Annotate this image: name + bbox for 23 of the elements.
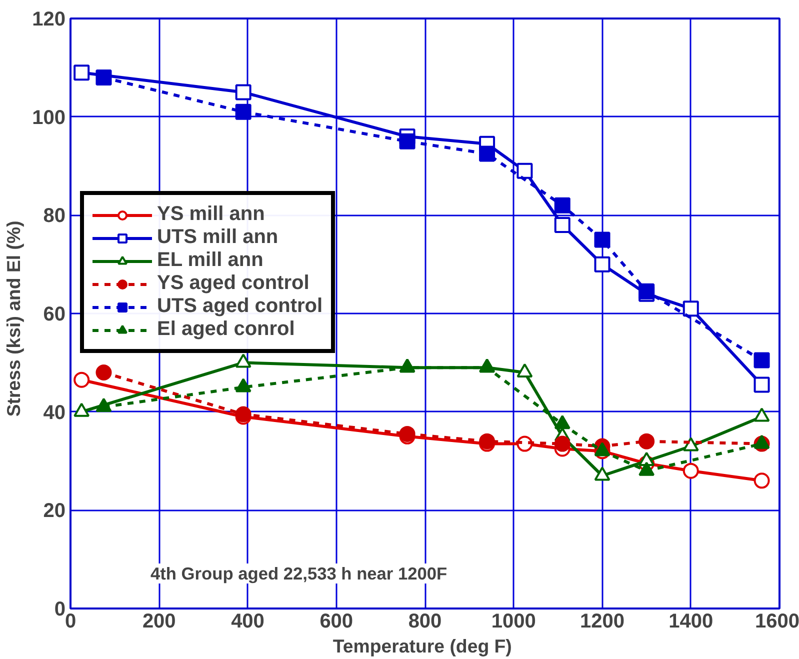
x-tick-label: 800 <box>408 610 442 632</box>
legend-label: UTS mill ann <box>157 226 278 249</box>
y-tick-label: 20 <box>43 500 66 522</box>
legend-label: YS aged control <box>157 272 310 295</box>
x-tick-label: 200 <box>142 610 176 632</box>
annotation: 4th Group aged 22,533 h near 1200F <box>150 564 448 584</box>
legend-label: El aged conrol <box>157 318 295 341</box>
y-tick-label: 60 <box>43 304 66 326</box>
legend-label: EL mill ann <box>157 249 264 272</box>
x-tick-label: 1400 <box>668 610 714 632</box>
y-tick-label: 40 <box>43 402 66 424</box>
x-tick-label: 1200 <box>580 610 625 632</box>
x-axis-title: Temperature (deg F) <box>332 636 512 656</box>
x-tick-label: 600 <box>320 610 354 632</box>
y-tick-label: 100 <box>32 106 66 129</box>
x-tick-label: 400 <box>231 610 264 632</box>
y-tick-label: 80 <box>43 205 66 228</box>
y-tick-label: 120 <box>32 8 66 30</box>
y-axis-title: Stress (ksi) and El (%) <box>3 220 24 417</box>
x-tick-label: 1600 <box>755 610 799 632</box>
x-tick-label: 1000 <box>491 610 536 632</box>
legend-label: UTS aged control <box>157 295 323 318</box>
legend-label: YS mill ann <box>157 203 265 226</box>
